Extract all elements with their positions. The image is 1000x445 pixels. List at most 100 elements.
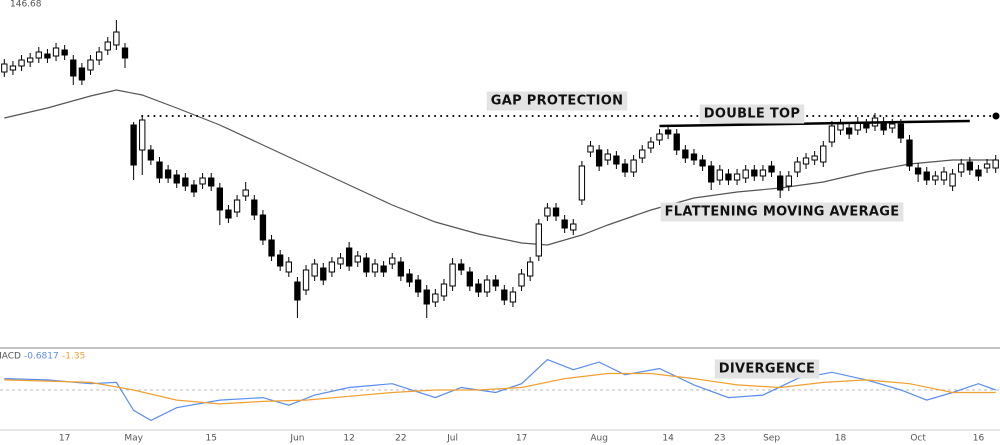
double-top-line <box>659 119 970 128</box>
candle-body <box>397 261 405 277</box>
candle-body <box>708 165 715 183</box>
candle-body <box>337 257 344 265</box>
annotation: DOUBLE TOP <box>704 107 800 122</box>
candle-body <box>216 187 223 211</box>
candle-body <box>949 173 956 187</box>
candle-body <box>811 155 818 161</box>
x-tick-label: 15 <box>205 434 216 444</box>
candle-body <box>147 149 155 161</box>
candle-body <box>733 173 741 181</box>
candle-body <box>70 59 77 77</box>
candle-body <box>328 261 336 273</box>
candle-body <box>27 57 34 63</box>
candle-body <box>768 165 775 173</box>
candle-body <box>78 67 86 81</box>
x-tick-label: 22 <box>395 434 406 444</box>
candle-body <box>716 169 723 181</box>
candle-body <box>906 139 913 167</box>
candle-body <box>518 273 525 287</box>
candle-body <box>673 133 680 151</box>
candle-body <box>389 257 396 265</box>
annotation-background <box>486 91 628 111</box>
candle-body <box>164 169 172 179</box>
candle-body <box>923 171 930 181</box>
x-tick-label: 16 <box>973 434 985 444</box>
candle-body <box>983 163 991 169</box>
candle-body <box>889 123 896 129</box>
candle-body <box>440 283 448 297</box>
candle-body <box>61 49 68 56</box>
candle-body <box>501 289 508 301</box>
candle-body <box>139 119 146 151</box>
candle-body <box>802 157 810 165</box>
x-tick-label: Jul <box>446 434 458 444</box>
candle-body <box>837 123 844 131</box>
candle-body <box>225 209 232 219</box>
candle-body <box>35 51 42 59</box>
candle-body <box>95 51 103 61</box>
candle-body <box>690 153 698 161</box>
candle-body <box>414 279 422 293</box>
candle-body <box>897 123 905 139</box>
macd-title: MACD <box>0 352 21 362</box>
candle-body <box>363 257 370 273</box>
candle-body <box>182 177 189 187</box>
x-tick-label: 17 <box>59 434 70 444</box>
candle-body <box>535 223 542 257</box>
x-tick-label: 17 <box>516 434 527 444</box>
annotation-background <box>660 202 904 222</box>
candle-body <box>621 163 629 173</box>
x-tick-label: Oct <box>910 434 926 444</box>
candle-body <box>595 149 603 167</box>
candle-body <box>828 125 836 143</box>
candle-body <box>759 169 767 177</box>
candle-body <box>682 149 689 159</box>
candle-body <box>647 141 655 149</box>
candle-body <box>751 169 758 177</box>
candle-body <box>285 261 292 273</box>
candle-body <box>87 59 94 71</box>
annotation-background <box>699 104 805 124</box>
candle-body <box>52 47 60 57</box>
candle-body <box>992 159 999 169</box>
macd-line <box>4 372 996 405</box>
annotation: FLATTENING MOVING AVERAGE <box>665 205 900 220</box>
annotation-background <box>714 359 820 379</box>
candle-body <box>975 169 982 177</box>
candle-body <box>561 219 568 229</box>
x-tick-label: 14 <box>662 434 674 444</box>
signal-readout: -1.35 <box>62 352 85 362</box>
candle-body <box>794 161 801 173</box>
candle-body <box>656 133 663 141</box>
x-tick-label: 12 <box>343 434 354 444</box>
candle-body <box>958 163 965 173</box>
candle-body <box>371 263 379 273</box>
candle-body <box>966 161 973 171</box>
candle-body <box>914 167 922 175</box>
candle-body <box>552 207 560 217</box>
candle-body <box>423 289 430 305</box>
annotation: DIVERGENCE <box>719 362 815 377</box>
candle-body <box>613 155 620 165</box>
candle-body <box>458 263 465 271</box>
candle-body <box>277 254 284 267</box>
candle-body <box>820 145 827 163</box>
candle-body <box>18 59 25 67</box>
candle-body <box>121 47 129 59</box>
candle-body <box>113 31 120 46</box>
candle-body <box>940 171 948 181</box>
candle-body <box>509 291 517 303</box>
candle-body <box>104 41 111 51</box>
annotation: GAP PROTECTION <box>491 94 624 109</box>
candle-body <box>294 281 301 301</box>
candle-body <box>44 53 51 59</box>
candle-body <box>156 161 163 179</box>
candle-body <box>345 247 353 267</box>
candle-body <box>380 265 387 273</box>
candle-body <box>570 223 577 231</box>
candle-body <box>466 271 474 287</box>
candle-body <box>268 239 275 257</box>
candle-body <box>251 199 258 216</box>
candle-body <box>587 145 594 153</box>
